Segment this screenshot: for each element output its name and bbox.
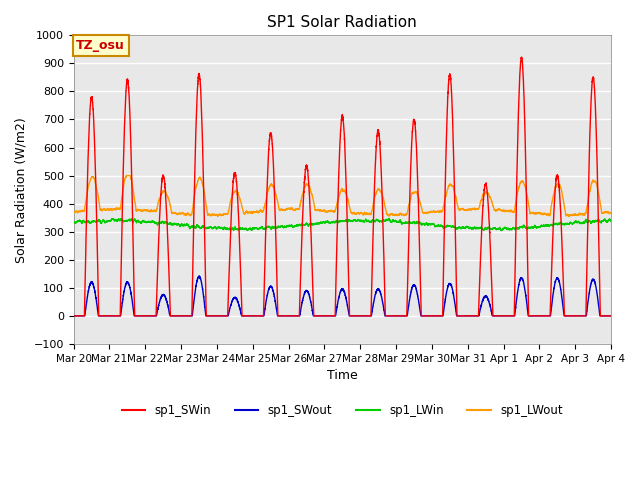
sp1_LWout	[324, 208, 332, 214]
Line: sp1_LWin: sp1_LWin	[74, 218, 611, 230]
Title: SP1 Solar Radiation: SP1 Solar Radiation	[268, 15, 417, 30]
sp1_LWout	[585, 195, 593, 201]
sp1_LWin	[385, 216, 393, 221]
sp1_LWout	[122, 173, 130, 179]
sp1_SWin	[463, 313, 470, 319]
sp1_LWin	[463, 224, 470, 229]
sp1_LWout	[252, 209, 260, 215]
Y-axis label: Solar Radiation (W/m2): Solar Radiation (W/m2)	[15, 117, 28, 263]
X-axis label: Time: Time	[327, 369, 358, 382]
sp1_LWin	[578, 220, 586, 226]
sp1_LWout	[70, 209, 77, 215]
sp1_LWin	[252, 226, 260, 231]
sp1_SWin	[324, 313, 332, 319]
sp1_LWout	[463, 207, 470, 213]
Line: sp1_SWout: sp1_SWout	[74, 276, 611, 316]
sp1_SWout	[70, 313, 77, 319]
sp1_LWout	[565, 214, 573, 219]
sp1_SWin	[518, 54, 525, 60]
sp1_SWin	[584, 187, 592, 192]
sp1_SWin	[477, 229, 485, 235]
sp1_SWout	[463, 313, 470, 319]
sp1_SWin	[578, 313, 586, 319]
Line: sp1_SWin: sp1_SWin	[74, 57, 611, 316]
sp1_SWout	[578, 313, 586, 319]
sp1_LWin	[324, 218, 332, 224]
sp1_LWin	[607, 218, 615, 224]
sp1_SWin	[252, 313, 260, 319]
sp1_SWin	[607, 313, 615, 319]
sp1_SWout	[324, 313, 332, 319]
sp1_LWout	[478, 197, 486, 203]
sp1_SWin	[70, 313, 77, 319]
Text: TZ_osu: TZ_osu	[76, 39, 125, 52]
sp1_LWin	[478, 225, 486, 230]
sp1_SWout	[195, 273, 203, 279]
sp1_LWin	[70, 219, 77, 225]
Legend: sp1_SWin, sp1_SWout, sp1_LWin, sp1_LWout: sp1_SWin, sp1_SWout, sp1_LWin, sp1_LWout	[117, 399, 568, 421]
sp1_LWout	[578, 211, 586, 217]
Line: sp1_LWout: sp1_LWout	[74, 176, 611, 216]
sp1_LWout	[607, 210, 615, 216]
sp1_SWout	[607, 313, 615, 319]
sp1_SWout	[252, 313, 260, 319]
sp1_SWout	[584, 296, 592, 301]
sp1_LWin	[585, 219, 593, 225]
sp1_LWin	[497, 228, 505, 233]
sp1_SWout	[478, 300, 486, 306]
